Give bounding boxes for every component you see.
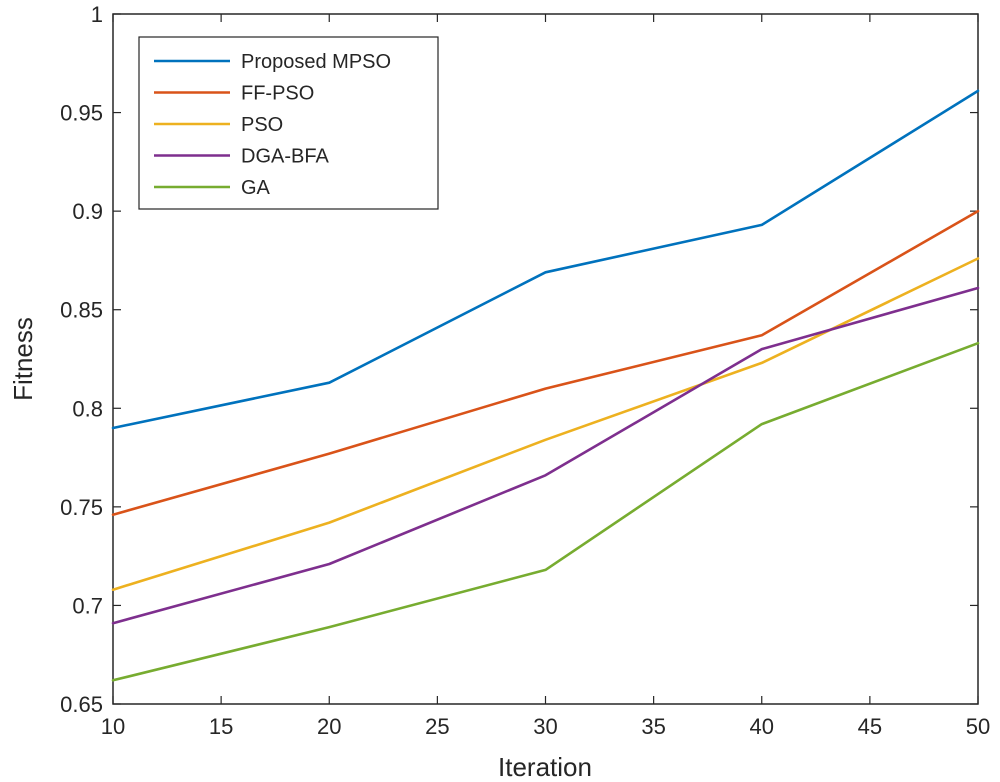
series-line-dga-bfa (111, 286, 980, 625)
legend-label: PSO (241, 114, 283, 136)
x-tick-label: 30 (533, 714, 557, 739)
y-tick-label: 0.75 (60, 495, 103, 520)
legend-label: Proposed MPSO (241, 51, 391, 73)
y-tick-label: 0.95 (60, 101, 103, 126)
legend-label: FF-PSO (241, 83, 314, 105)
legend-box (138, 36, 439, 210)
y-tick-label: 0.85 (60, 298, 103, 323)
x-tick-label: 20 (317, 714, 341, 739)
series-line-proposed-mpso (111, 89, 980, 430)
y-tick-label: 0.9 (72, 199, 103, 224)
x-tick-label: 35 (641, 714, 665, 739)
x-tick-label: 45 (858, 714, 882, 739)
y-tick-label: 0.7 (72, 593, 103, 618)
y-tick-label: 1 (91, 2, 103, 27)
y-tick-label: 0.8 (72, 396, 103, 421)
legend-label: DGA-BFA (241, 146, 329, 168)
y-axis-title: Fitness (8, 317, 38, 401)
y-axis: 0.65 0.7 0.75 0.8 0.85 0.9 0.95 1 (60, 2, 978, 717)
x-tick-label: 40 (750, 714, 774, 739)
legend: Proposed MPSO FF-PSO PSO DGA-BFA GA (138, 36, 439, 210)
series-lines (111, 89, 980, 682)
x-tick-label: 10 (101, 714, 125, 739)
y-tick-label: 0.65 (60, 692, 103, 717)
x-tick-label: 50 (966, 714, 990, 739)
x-axis: 10 15 20 25 30 35 40 45 50 (101, 14, 990, 739)
x-tick-label: 25 (425, 714, 449, 739)
x-tick-label: 15 (209, 714, 233, 739)
x-axis-title: Iteration (498, 752, 592, 782)
legend-label: GA (241, 177, 271, 199)
series-line-ff-pso (111, 209, 980, 517)
series-line-ga (111, 341, 980, 682)
